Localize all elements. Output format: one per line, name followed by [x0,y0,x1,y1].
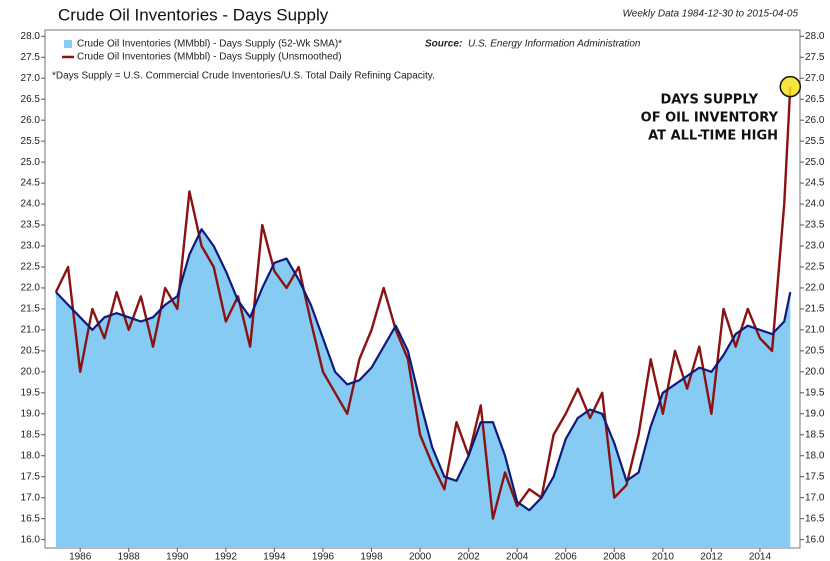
y-tick-label: 26.5 [21,94,41,105]
y-tick-label: 22.0 [21,283,41,294]
annotation: DAYS SUPPLY [660,93,758,108]
footnote: *Days Supply = U.S. Commercial Crude Inv… [52,71,435,82]
y-tick-label: 19.0 [21,408,41,419]
legend-label: Crude Oil Inventories (MMbbl) - Days Sup… [77,39,342,50]
y-tick-label: 25.5 [21,136,41,147]
y2-tick-label: 26.5 [805,94,825,105]
y-tick-label: 16.5 [21,513,41,524]
y2-tick-label: 28.0 [805,31,825,42]
y2-tick-label: 27.0 [805,73,825,84]
chart-subtitle: Weekly Data 1984-12-30 to 2015-04-05 [623,9,799,20]
y2-tick-label: 20.0 [805,366,825,377]
annotation: OF OIL INVENTORY [641,111,779,126]
x-tick-label: 2006 [555,552,578,561]
sma-area [55,229,791,548]
y-tick-label: 23.5 [21,220,41,231]
x-tick-label: 1998 [360,552,383,561]
y2-tick-label: 20.5 [805,346,825,357]
highlight-circle [779,75,802,98]
y2-tick-label: 16.5 [805,513,825,524]
x-tick-label: 1986 [69,552,92,561]
y2-tick-label: 25.5 [805,136,825,147]
legend-swatch [64,40,72,48]
y2-tick-label: 19.5 [805,387,825,398]
chart-title: Crude Oil Inventories - Days Supply [58,5,329,24]
y-tick-label: 16.0 [21,534,41,545]
y2-tick-label: 24.5 [805,178,825,189]
y2-tick-label: 19.0 [805,408,825,419]
x-tick-label: 2004 [506,552,529,561]
x-tick-label: 2002 [458,552,481,561]
y2-tick-label: 21.0 [805,325,825,336]
y2-tick-label: 18.0 [805,450,825,461]
x-tick-label: 2014 [749,552,772,561]
y-tick-label: 18.0 [21,450,41,461]
x-tick-label: 1992 [215,552,238,561]
y-tick-label: 25.0 [21,157,41,168]
y-tick-label: 18.5 [21,429,41,440]
x-tick-label: 1990 [166,552,189,561]
y2-tick-label: 22.5 [805,262,825,273]
y2-tick-label: 27.5 [805,52,825,63]
source-label: Source: [425,39,462,50]
x-tick-label: 2000 [409,552,432,561]
y-tick-label: 24.0 [21,199,41,210]
y2-tick-label: 26.0 [805,115,825,126]
x-tick-label: 2012 [700,552,723,561]
y2-tick-label: 17.5 [805,471,825,482]
x-tick-label: 1996 [312,552,335,561]
x-tick-label: 2010 [652,552,675,561]
y-tick-label: 20.5 [21,346,41,357]
y-tick-label: 17.5 [21,471,41,482]
y-tick-label: 20.0 [21,366,41,377]
x-tick-label: 1994 [263,552,286,561]
y-tick-label: 26.0 [21,115,41,126]
y-tick-label: 19.5 [21,387,41,398]
y2-tick-label: 21.5 [805,304,825,315]
y2-tick-label: 16.0 [805,534,825,545]
y2-tick-label: 23.0 [805,241,825,252]
source: U.S. Energy Information Administration [468,39,641,50]
y-tick-label: 27.5 [21,52,41,63]
sma-line [55,228,792,512]
y-tick-label: 17.0 [21,492,41,503]
y2-tick-label: 24.0 [805,199,825,210]
annotation: AT ALL-TIME HIGH [648,129,778,144]
y-tick-label: 21.0 [21,325,41,336]
y-tick-label: 22.5 [21,262,41,273]
y-tick-label: 28.0 [21,31,41,42]
y-tick-label: 27.0 [21,73,41,84]
y2-tick-label: 18.5 [805,429,825,440]
y2-tick-label: 22.0 [805,283,825,294]
y2-tick-label: 23.5 [805,220,825,231]
y-tick-label: 21.5 [21,304,41,315]
legend-label: Crude Oil Inventories (MMbbl) - Days Sup… [77,52,342,63]
y2-tick-label: 25.0 [805,157,825,168]
x-tick-label: 2008 [603,552,626,561]
x-tick-label: 1988 [118,552,141,561]
y-tick-label: 24.5 [21,178,41,189]
y2-tick-label: 17.0 [805,492,825,503]
y-tick-label: 23.0 [21,241,41,252]
